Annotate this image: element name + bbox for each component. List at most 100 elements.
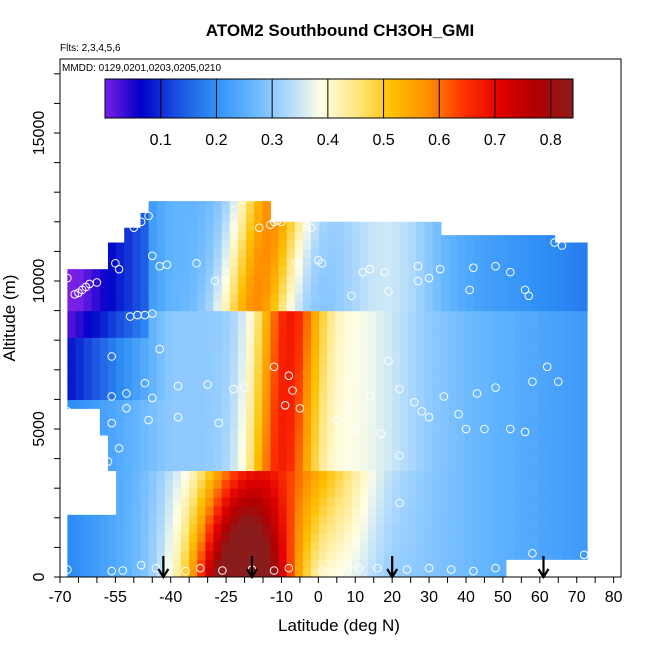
heatmap-cell	[99, 275, 109, 285]
heatmap-cell	[578, 550, 588, 560]
heatmap-cell	[489, 292, 499, 303]
heatmap-cell	[205, 310, 215, 321]
heatmap-cell	[554, 292, 564, 303]
heatmap-cell	[107, 275, 117, 285]
heatmap-cell	[335, 346, 345, 356]
heatmap-cell	[359, 461, 369, 472]
heatmap-cell	[578, 417, 588, 427]
heatmap-cell	[546, 505, 556, 516]
heatmap-cell	[254, 230, 263, 241]
heatmap-cell	[538, 301, 548, 312]
heatmap-cell	[270, 488, 280, 498]
heatmap-cell	[440, 452, 450, 463]
sample-point	[358, 267, 367, 277]
heatmap-cell	[465, 346, 474, 356]
heatmap-cell	[254, 346, 263, 356]
heatmap-cell	[489, 505, 499, 516]
heatmap-cell	[457, 363, 466, 374]
heatmap-cell	[254, 390, 263, 400]
heatmap-cell	[99, 399, 109, 409]
heatmap-cell	[367, 497, 377, 507]
heatmap-cell	[351, 559, 361, 569]
heatmap-cell	[302, 559, 312, 569]
heatmap-cell	[570, 381, 580, 392]
heatmap-cell	[400, 434, 410, 445]
heatmap-cell	[392, 434, 401, 445]
heatmap-cell	[75, 541, 85, 551]
heatmap-cell	[408, 310, 418, 321]
colorbar-tick-label: 0.8	[540, 132, 562, 149]
heatmap-cell	[205, 266, 215, 276]
heatmap-cell	[197, 328, 207, 338]
heatmap-cell	[124, 239, 133, 250]
heatmap-cell	[262, 497, 271, 507]
heatmap-cell	[156, 497, 166, 507]
heatmap-cell	[246, 301, 255, 312]
heatmap-cell	[359, 390, 369, 400]
heatmap-cell	[497, 328, 507, 338]
heatmap-cell	[327, 488, 336, 498]
heatmap-cell	[294, 248, 304, 258]
heatmap-cell	[164, 328, 174, 338]
heatmap-cell	[570, 292, 580, 303]
heatmap-cell	[99, 550, 109, 560]
heatmap-cell	[205, 372, 215, 383]
heatmap-cell	[522, 355, 531, 365]
heatmap-cell	[156, 283, 166, 294]
heatmap-cell	[262, 337, 271, 347]
heatmap-cell	[164, 408, 174, 418]
heatmap-cell	[530, 523, 539, 534]
sample-point	[424, 412, 434, 422]
heatmap-cell	[473, 417, 483, 427]
heatmap-cell	[254, 452, 263, 463]
heatmap-cell	[148, 337, 158, 347]
heatmap-cell	[278, 230, 288, 241]
heatmap-cell	[538, 408, 548, 418]
heatmap-cell	[513, 372, 523, 383]
heatmap-cell	[75, 514, 85, 525]
heatmap-cell	[221, 443, 231, 454]
heatmap-cell	[375, 523, 385, 534]
heatmap-cell	[473, 426, 483, 436]
heatmap-cell	[270, 310, 280, 321]
heatmap-cell	[310, 301, 320, 312]
heatmap-cell	[221, 337, 231, 347]
heatmap-cell	[335, 408, 345, 418]
heatmap-cell	[384, 390, 393, 400]
heatmap-cell	[189, 275, 198, 285]
heatmap-cell	[465, 390, 474, 400]
heatmap-cell	[578, 541, 588, 551]
heatmap-cell	[156, 301, 166, 312]
heatmap-cell	[91, 363, 101, 374]
heatmap-cell	[408, 381, 418, 392]
sample-point	[553, 377, 563, 386]
heatmap-cell	[440, 497, 450, 507]
sample-point	[347, 291, 356, 301]
heatmap-cell	[578, 443, 588, 454]
heatmap-cell	[99, 372, 109, 383]
heatmap-cell	[497, 266, 507, 276]
heatmap-cell	[343, 488, 353, 498]
heatmap-cell	[124, 337, 133, 347]
heatmap-cell	[156, 514, 166, 525]
sample-point	[343, 403, 353, 413]
heatmap-cell	[497, 568, 507, 577]
heatmap-cell	[116, 399, 125, 409]
heatmap-cell	[181, 363, 190, 374]
heatmap-cell	[367, 452, 377, 463]
heatmap-cell	[335, 541, 345, 551]
heatmap-cell	[375, 283, 385, 294]
heatmap-cell	[375, 248, 385, 258]
heatmap-cell	[172, 461, 182, 472]
heatmap-cell	[408, 275, 418, 285]
heatmap-cell	[465, 488, 474, 498]
heatmap-cell	[384, 399, 393, 409]
heatmap-cell	[416, 230, 426, 241]
heatmap-cell	[392, 505, 401, 516]
heatmap-cell	[392, 355, 401, 365]
heatmap-cell	[270, 408, 280, 418]
heatmap-cell	[91, 310, 101, 321]
heatmap-cell	[384, 523, 393, 534]
heatmap-cell	[156, 426, 166, 436]
